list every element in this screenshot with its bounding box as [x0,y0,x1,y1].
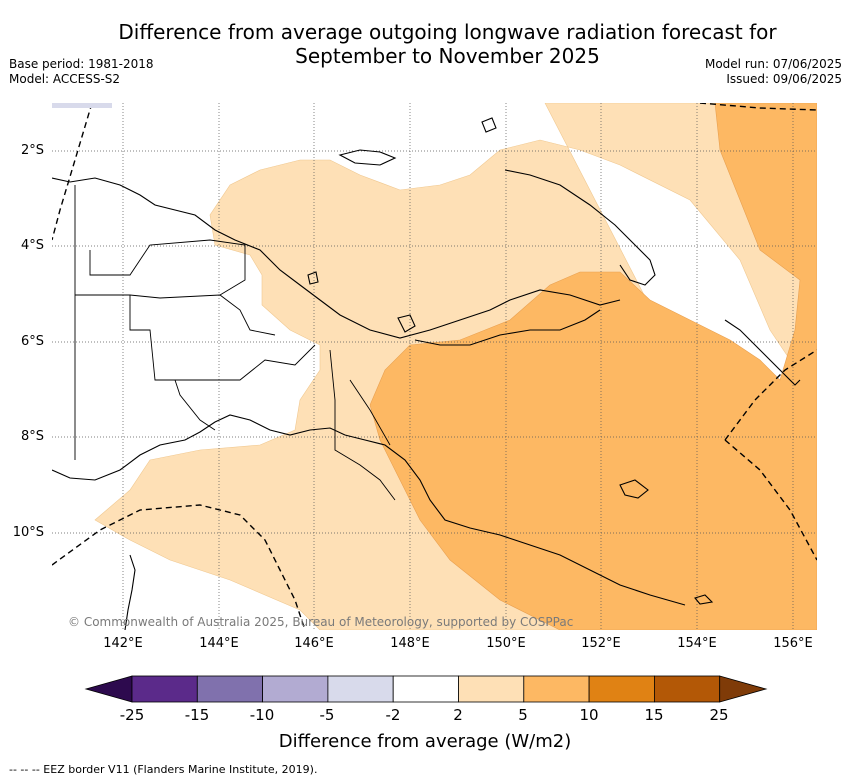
meta-left: Base period: 1981-2018 Model: ACCESS-S2 [9,57,154,87]
colorbar-tick: -10 [249,706,275,724]
colorbar-segment [458,675,525,703]
model-run: Model run: 07/06/2025 [704,57,842,71]
lon-label: 150°E [486,636,526,651]
island-2 [397,314,416,333]
lat-label: 10°S [12,525,44,540]
colorbar-tick: -15 [184,706,210,724]
colorbar-tick: -25 [119,706,145,724]
new-ireland-coast [724,319,801,386]
colorbar-tick: 25 [709,706,729,724]
new-guinea-coast [52,177,621,339]
lat-label: 2°S [20,143,44,158]
eez-borders [52,103,817,630]
lon-label: 148°E [390,636,430,651]
island-5 [307,271,319,285]
lon-label: 142°E [103,636,143,651]
meta-right: Model run: 07/06/2025 Issued: 09/06/2025 [705,57,842,87]
australia-coast [124,554,136,630]
lat-label: 4°S [20,238,44,253]
base-period: Base period: 1981-2018 [9,57,154,71]
province-borders [74,185,396,501]
colorbar-extend-low [84,675,133,703]
lon-label: 146°E [294,636,334,651]
new-britain-coast [414,309,601,346]
map-title: Difference from average outgoing longwav… [90,20,805,68]
colorbar-segment [262,675,329,703]
colorbar-tick: -5 [319,706,335,724]
colorbar-segment [654,675,721,703]
corner-fill [52,103,112,108]
coastlines [52,117,801,630]
title-line-1: Difference from average outgoing longwav… [118,20,777,44]
lon-label: 154°E [677,636,717,651]
island-4 [694,594,714,605]
lat-label: 8°S [20,429,44,444]
lat-label: 6°S [20,334,44,349]
colorbar-segment [131,675,198,703]
anomaly-region-5-10 [369,103,817,630]
model-name: Model: ACCESS-S2 [9,72,121,86]
colorbar-extend-high [719,675,768,703]
colorbar-tick: 5 [518,706,528,724]
island-3 [619,479,649,499]
colorbar-segment [327,675,394,703]
colorbar-segment [523,675,590,703]
north-coast-east [504,169,656,286]
lon-label: 152°E [581,636,621,651]
colorbar-segment [392,675,459,703]
colorbar-tick: 10 [579,706,599,724]
issued-date: Issued: 09/06/2025 [726,72,842,86]
colorbar-label: Difference from average (W/m2) [278,731,572,752]
colorbar-segment [196,675,264,703]
colorbar-tick: 2 [453,706,463,724]
map-area [52,103,817,630]
title-line-2: September to November 2025 [295,44,600,68]
lon-label: 156°E [773,636,813,651]
lon-label: 144°E [199,636,239,651]
island-1 [481,117,497,133]
manus-island [338,149,397,166]
png-south-coast [52,414,686,606]
eez-footnote: -- -- -- EEZ border V11 (Flanders Marine… [9,763,318,776]
colorbar-tick: -2 [385,706,401,724]
colorbar-tick: 15 [644,706,664,724]
colorbar-segment [588,675,655,703]
copyright-notice: © Commonwealth of Australia 2025, Bureau… [68,615,574,629]
graticule [52,103,817,630]
